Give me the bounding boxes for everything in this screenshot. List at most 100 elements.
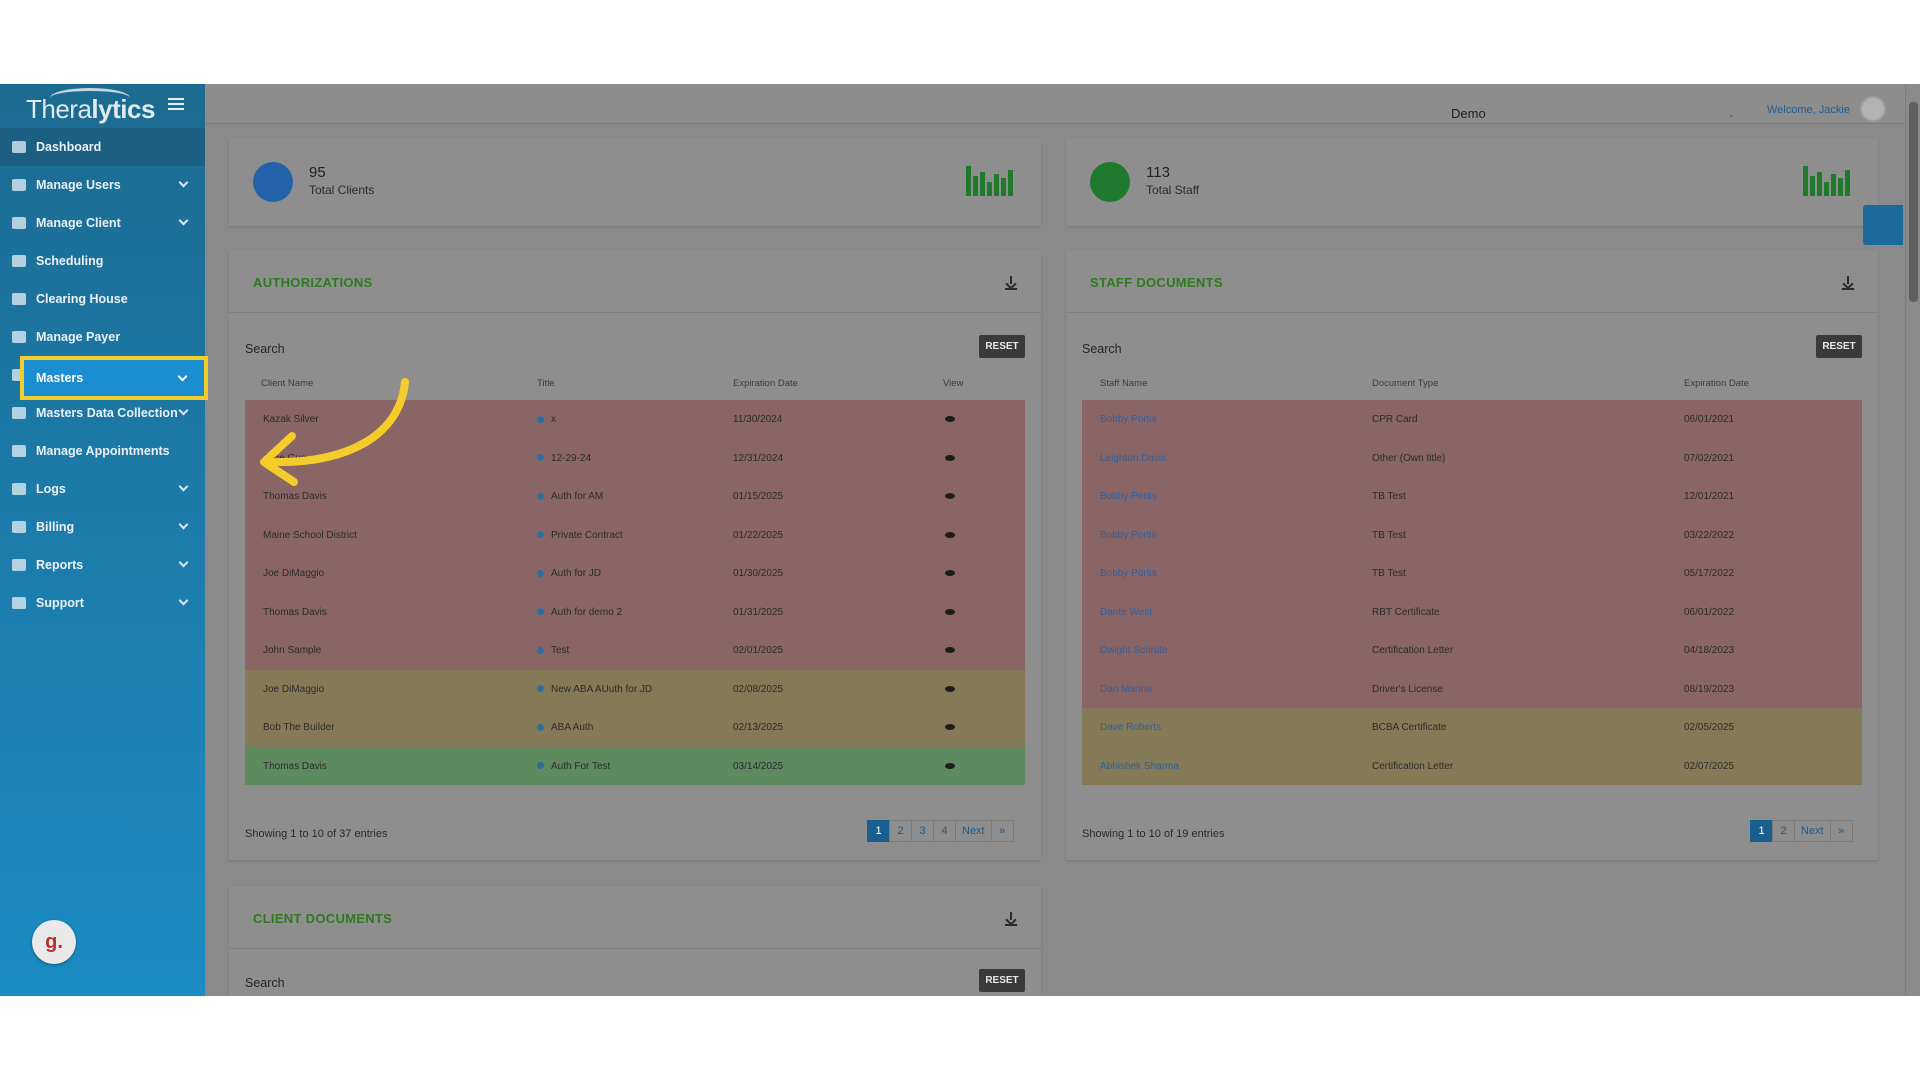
sidebar-item-scheduling[interactable]: Scheduling — [0, 242, 205, 280]
table-row[interactable]: Dante West RBT Certificate 06/01/2022 — [1082, 592, 1862, 631]
total-staff-card: 113 Total Staff — [1066, 138, 1878, 226]
table-row[interactable]: Dwight Schrute Certification Letter 04/18/… — [1082, 631, 1862, 670]
table-row[interactable]: Thomas Davis Auth For Test 03/14/2025 — [245, 746, 1025, 785]
sidebar-item-manage-client[interactable]: Manage Client — [0, 204, 205, 242]
table-row[interactable]: Bob The Builder ABA Auth 02/13/2025 — [245, 708, 1025, 747]
page-button[interactable]: 4 — [933, 820, 956, 842]
scrollbar[interactable] — [1905, 84, 1920, 996]
eye-icon[interactable] — [945, 530, 955, 541]
download-icon[interactable] — [1005, 912, 1017, 926]
table-row[interactable]: Maine School District Private Contract 01/… — [245, 515, 1025, 554]
table-row[interactable]: Joe DiMaggio New ABA AUuth for JD 02/08/20… — [245, 669, 1025, 708]
table-row[interactable]: Dave Roberts BCBA Certificate 02/05/2025 — [1082, 708, 1862, 747]
eye-icon[interactable] — [945, 491, 955, 502]
staff-name-link[interactable]: Bobby Portis — [1100, 529, 1157, 541]
sidebar-item-dashboard[interactable]: Dashboard — [0, 128, 205, 166]
search-label[interactable]: Search — [245, 976, 285, 990]
eye-icon[interactable] — [945, 761, 955, 772]
eye-icon[interactable] — [945, 607, 955, 618]
info-icon[interactable] — [537, 569, 544, 577]
column-header[interactable]: Staff Name — [1100, 377, 1148, 389]
welcome-user-link[interactable]: Welcome, Jackie — [1767, 104, 1850, 116]
column-header[interactable]: Document Type — [1372, 377, 1439, 389]
page-button[interactable]: » — [1829, 820, 1853, 842]
column-header[interactable]: Title — [537, 377, 555, 389]
table-row[interactable]: Abhishek Sharma Certification Letter 02/07… — [1082, 746, 1862, 785]
sidebar-item-reports[interactable]: Reports — [0, 546, 205, 584]
page-button[interactable]: Next — [955, 820, 992, 842]
info-icon[interactable] — [537, 531, 544, 539]
table-row[interactable]: Thomas Davis Auth for AM 01/15/2025 — [245, 477, 1025, 516]
eye-icon[interactable] — [945, 645, 955, 656]
sidebar-item-support[interactable]: Support — [0, 584, 205, 622]
sidebar-item-manage-payer[interactable]: Manage Payer — [0, 318, 205, 356]
table-row[interactable]: Bobby Portis CPR Card 06/01/2021 — [1082, 400, 1862, 439]
user-search-icon[interactable] — [1863, 205, 1903, 245]
info-icon[interactable] — [537, 608, 544, 616]
chevron-down-icon[interactable]: ⌄ — [1728, 110, 1735, 119]
staff-name-link[interactable]: Dave Roberts — [1100, 722, 1162, 733]
table-row[interactable]: John Sample Test 02/01/2025 — [245, 631, 1025, 670]
column-header[interactable]: Expiration Date — [733, 377, 798, 389]
page-button[interactable]: 1 — [1750, 820, 1773, 842]
column-header[interactable]: View — [943, 377, 964, 389]
table-row[interactable]: Joe DiMaggio Auth for JD 01/30/2025 — [245, 554, 1025, 593]
info-icon[interactable] — [537, 685, 544, 693]
table-row[interactable]: Bobby Portis TB Test 12/01/2021 — [1082, 477, 1862, 516]
help-widget-badge[interactable]: g. — [32, 920, 76, 964]
client-name: John Sample — [263, 645, 322, 656]
sidebar-item-masters-data-collection[interactable]: Masters Data Collection — [0, 394, 205, 432]
menu-toggle-icon[interactable] — [168, 98, 184, 112]
staff-name-link[interactable]: Dwight Schrute — [1100, 645, 1168, 656]
sidebar-item-masters-highlighted[interactable]: Masters — [20, 356, 208, 400]
sidebar-item-billing[interactable]: Billing — [0, 508, 205, 546]
staff-name-link[interactable]: Bobby Portis — [1100, 414, 1157, 425]
staff-name-link[interactable]: Dante West — [1100, 606, 1153, 618]
table-row[interactable]: Alice Guo 12-29-24 12/31/2024 — [245, 438, 1025, 477]
table-row[interactable]: Thomas Davis Auth for demo 2 01/31/2025 — [245, 592, 1025, 631]
bar-chart-icon — [966, 166, 1013, 196]
info-icon[interactable] — [537, 454, 544, 462]
sidebar-item-manage-users[interactable]: Manage Users — [0, 166, 205, 204]
eye-icon[interactable] — [945, 684, 955, 695]
reset-button[interactable]: RESET — [979, 969, 1025, 992]
staff-name-link[interactable]: Abhishek Sharma — [1100, 760, 1179, 772]
info-icon[interactable] — [537, 415, 544, 423]
eye-icon[interactable] — [945, 414, 955, 425]
table-row[interactable]: Dan Marino Driver's License 08/19/2023 — [1082, 669, 1862, 708]
company-selector[interactable]: Demo — [1451, 106, 1486, 121]
info-icon[interactable] — [537, 723, 544, 731]
column-header[interactable]: Expiration Date — [1684, 377, 1749, 389]
page-button[interactable]: 3 — [911, 820, 934, 842]
column-header[interactable]: Client Name — [261, 377, 314, 389]
sidebar-item-clearing-house[interactable]: Clearing House — [0, 280, 205, 318]
info-icon[interactable] — [537, 646, 544, 654]
table-row[interactable]: Bobby Portis TB Test 03/22/2022 — [1082, 515, 1862, 554]
search-label[interactable]: Search — [245, 342, 285, 356]
search-label[interactable]: Search — [1082, 342, 1122, 356]
user-avatar[interactable] — [1860, 96, 1886, 122]
staff-name-link[interactable]: Leighton Davis — [1100, 452, 1167, 464]
info-icon[interactable] — [537, 762, 544, 770]
page-button[interactable]: » — [990, 820, 1014, 842]
staff-name-link[interactable]: Dan Marino — [1100, 683, 1152, 695]
sidebar-item-manage-appointments[interactable]: Manage Appointments — [0, 432, 205, 470]
download-icon[interactable] — [1005, 276, 1017, 290]
staff-name-link[interactable]: Bobby Portis — [1100, 568, 1157, 579]
sidebar-item-logs[interactable]: Logs — [0, 470, 205, 508]
download-icon[interactable] — [1842, 276, 1854, 290]
eye-icon[interactable] — [945, 722, 955, 733]
page-button[interactable]: 2 — [889, 820, 912, 842]
page-button[interactable]: 1 — [867, 820, 890, 842]
page-button[interactable]: Next — [1794, 820, 1831, 842]
eye-icon[interactable] — [945, 453, 955, 464]
staff-name-link[interactable]: Bobby Portis — [1100, 491, 1157, 502]
table-row[interactable]: Leighton Davis Other (Own title) 07/02/202… — [1082, 438, 1862, 477]
logo[interactable]: Theralytics — [26, 88, 156, 128]
info-icon[interactable] — [537, 492, 544, 500]
page-button[interactable]: 2 — [1772, 820, 1795, 842]
eye-icon[interactable] — [945, 568, 955, 579]
reset-button[interactable]: RESET — [979, 335, 1025, 358]
reset-button[interactable]: RESET — [1816, 335, 1862, 358]
table-row[interactable]: Bobby Portis TB Test 05/17/2022 — [1082, 554, 1862, 593]
